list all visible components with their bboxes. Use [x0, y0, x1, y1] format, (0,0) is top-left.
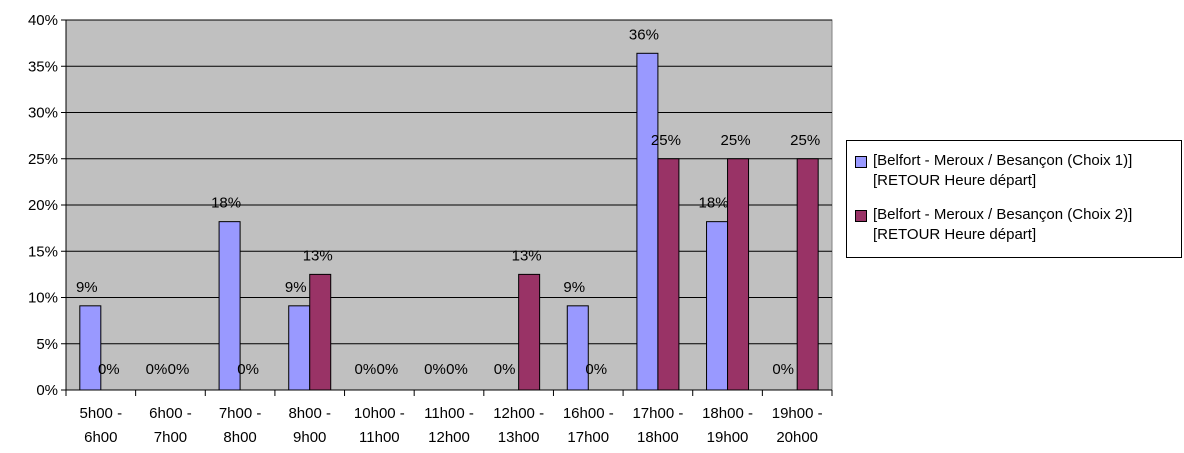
- data-label: 0%: [98, 361, 120, 378]
- data-label: 0%: [585, 361, 607, 378]
- x-tick-label: 19h00 -: [772, 405, 823, 422]
- bar: [636, 52, 659, 391]
- x-tick-label: 17h00: [567, 429, 609, 446]
- bar: [218, 221, 241, 391]
- bar: [657, 158, 680, 391]
- data-label: 9%: [563, 279, 585, 296]
- data-label: 0%: [772, 361, 794, 378]
- data-label: 0%: [424, 361, 446, 378]
- data-label: 9%: [76, 279, 98, 296]
- data-label: 0%: [494, 361, 516, 378]
- x-tick-label: 16h00 -: [563, 405, 614, 422]
- bar: [309, 273, 332, 391]
- x-tick-label: 11h00 -: [424, 405, 474, 422]
- x-tick-label: 12h00: [428, 429, 470, 446]
- bar: [288, 305, 311, 391]
- data-label: 0%: [377, 361, 399, 378]
- bar: [566, 305, 589, 391]
- y-tick-label: 40%: [28, 12, 58, 29]
- data-label: 9%: [285, 279, 307, 296]
- x-tick-label: 5h00 -: [80, 405, 123, 422]
- y-tick-label: 15%: [28, 243, 58, 260]
- x-tick-label: 8h00 -: [288, 405, 331, 422]
- data-label: 36%: [629, 26, 659, 43]
- bar: [727, 158, 750, 391]
- data-label: 0%: [446, 361, 468, 378]
- data-label: 25%: [790, 132, 820, 149]
- y-tick-label: 25%: [28, 151, 58, 168]
- legend-label-series-2: [Belfort - Meroux / Besançon (Choix 2)][…: [873, 206, 1133, 243]
- legend-swatch-series-2: [855, 210, 867, 222]
- data-label: 0%: [237, 361, 259, 378]
- data-label: 25%: [721, 132, 751, 149]
- x-tick-label: 8h00: [223, 429, 256, 446]
- y-tick-label: 10%: [28, 290, 58, 307]
- x-tick-label: 6h00: [84, 429, 117, 446]
- data-label: 13%: [512, 247, 542, 264]
- x-tick-label: 10h00 -: [354, 405, 405, 422]
- x-tick-label: 7h00: [154, 429, 187, 446]
- x-tick-label: 7h00 -: [219, 405, 262, 422]
- bar: [706, 221, 729, 391]
- x-tick-label: 6h00 -: [149, 405, 192, 422]
- x-tick-label: 17h00 -: [632, 405, 683, 422]
- bar: [796, 158, 819, 391]
- x-tick-label: 9h00: [293, 429, 326, 446]
- bar: [79, 305, 102, 391]
- y-tick-label: 35%: [28, 58, 58, 75]
- legend: [Belfort - Meroux / Besançon (Choix 1)][…: [846, 140, 1182, 258]
- x-tick-label: 20h00: [776, 429, 818, 446]
- data-label: 25%: [651, 132, 681, 149]
- x-tick-label: 13h00: [498, 429, 540, 446]
- data-label: 13%: [303, 247, 333, 264]
- data-label: 0%: [146, 361, 168, 378]
- x-tick-label: 18h00 -: [702, 405, 753, 422]
- x-tick-label: 12h00 -: [493, 405, 544, 422]
- data-label: 0%: [168, 361, 190, 378]
- legend-label-series-1: [Belfort - Meroux / Besançon (Choix 1)][…: [873, 152, 1133, 189]
- x-tick-label: 18h00: [637, 429, 679, 446]
- y-tick-label: 5%: [36, 336, 58, 353]
- y-tick-label: 20%: [28, 197, 58, 214]
- bar: [518, 273, 541, 391]
- x-tick-label: 11h00: [359, 429, 400, 446]
- x-tick-label: 19h00: [707, 429, 749, 446]
- y-tick-label: 30%: [28, 105, 58, 122]
- data-label: 18%: [699, 195, 729, 212]
- data-label: 0%: [355, 361, 377, 378]
- data-label: 18%: [211, 195, 241, 212]
- legend-swatch-series-1: [855, 156, 867, 168]
- y-tick-label: 0%: [36, 382, 58, 399]
